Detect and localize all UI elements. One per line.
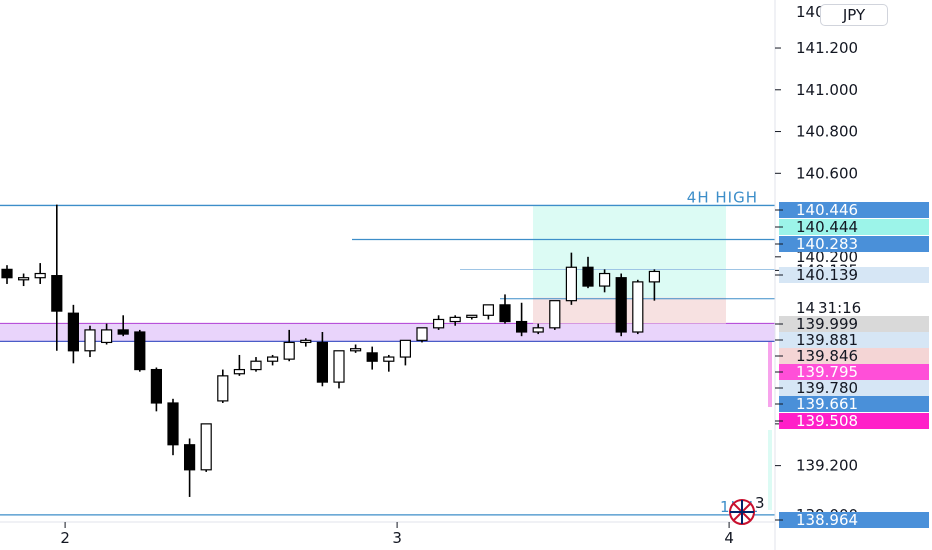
badge-count: 3 <box>755 494 765 512</box>
candle-body-9 <box>150 368 162 404</box>
price-tag-label-7: 139.795 <box>796 363 858 381</box>
horizontal-lines-layer: 4H HIGH1H L <box>0 188 775 516</box>
candle-body-1 <box>18 277 30 281</box>
candle-body-8 <box>134 331 146 371</box>
indicator-strip-lower <box>768 430 772 510</box>
price-tag-bg-1 <box>779 219 929 235</box>
candle-body-28 <box>466 314 478 318</box>
candle-body-37 <box>615 277 627 333</box>
uk-flag-icon <box>729 499 755 525</box>
price-tick-label-1: 141.000 <box>796 81 858 99</box>
price-tag-label-11: 138.964 <box>796 511 858 529</box>
price-tag-label-4: 139.999 <box>796 315 858 333</box>
candle-body-4 <box>67 312 80 352</box>
price-tag-bg-7 <box>779 364 929 380</box>
candle-body-32 <box>532 327 544 333</box>
candle-body-3 <box>51 275 63 312</box>
price-tag-label-10: 139.508 <box>796 412 858 430</box>
candle-body-26 <box>433 318 445 329</box>
price-tick-label-4: 140.200 <box>796 248 858 266</box>
candle-body-29 <box>482 304 494 316</box>
candle-body-22 <box>366 352 378 362</box>
candle-body-15 <box>250 360 262 371</box>
candle-body-11 <box>184 444 196 471</box>
price-tag-bg-0 <box>779 202 929 218</box>
candle-body-21 <box>350 348 362 352</box>
price-tick-label-14: 14 <box>796 299 815 317</box>
candle-body-5 <box>84 329 96 352</box>
candle-body-36 <box>598 272 611 287</box>
candle-body-27 <box>449 316 461 323</box>
time-axis[interactable]: 2 3 4 <box>0 521 775 547</box>
price-tag-label-9: 139.661 <box>796 395 858 413</box>
stop-zone <box>533 297 726 324</box>
supply-demand-zone <box>0 323 775 342</box>
time-tick-label-0: 2 <box>60 529 70 547</box>
price-tag-label-8: 139.780 <box>796 379 858 397</box>
candle-body-6 <box>100 329 113 344</box>
price-tag-label-6: 139.846 <box>796 347 858 365</box>
candle-body-12 <box>200 423 212 471</box>
candle-body-33 <box>549 300 561 329</box>
countdown-label: 31:16 <box>818 299 861 317</box>
candle-body-7 <box>117 329 129 335</box>
price-tag-label-3: 140.139 <box>796 266 858 284</box>
price-tag-bg-10 <box>779 413 929 429</box>
misc-layer: 3 <box>729 342 772 525</box>
price-tag-label-2: 140.283 <box>796 235 858 253</box>
candle-body-25 <box>416 327 428 341</box>
price-tag-bg-4 <box>779 316 929 332</box>
price-tag-bg-9 <box>779 396 929 412</box>
price-tag-bg-11 <box>779 512 929 528</box>
price-tag-label-0: 140.446 <box>796 201 858 219</box>
candle-body-16 <box>267 356 279 362</box>
candle-body-18 <box>300 339 312 344</box>
candle-body-39 <box>648 270 661 283</box>
price-tag-bg-5 <box>779 332 929 348</box>
candles-layer <box>1 204 661 497</box>
candle-body-34 <box>565 266 578 302</box>
price-tick-label-7: 139.200 <box>796 457 858 475</box>
price-tick-label-2: 140.800 <box>796 123 858 141</box>
candle-body-13 <box>217 375 229 402</box>
candle-body-14 <box>233 368 245 375</box>
candle-body-24 <box>399 339 411 358</box>
candle-body-38 <box>632 281 644 333</box>
currency-badge[interactable]: JPY <box>820 4 888 26</box>
price-tag-bg-2 <box>779 236 929 252</box>
price-tag-bg-6 <box>779 348 929 364</box>
candle-body-35 <box>582 266 594 287</box>
price-tick-label-top: 140 <box>796 3 825 21</box>
candle-body-23 <box>383 356 395 362</box>
price-tag-bg-8 <box>779 380 929 396</box>
indicator-strip <box>768 342 772 407</box>
candle-body-0 <box>1 268 13 279</box>
price-tag-label-1: 140.444 <box>796 218 858 236</box>
price-tag-bg-3 <box>779 267 929 283</box>
price-tick-label-3: 140.600 <box>796 164 858 182</box>
price-tags-layer: 140.446140.444140.283140.139139.999139.8… <box>775 201 929 529</box>
time-tick-label-1: 3 <box>392 529 402 547</box>
candle-body-20 <box>333 350 345 383</box>
candle-body-10 <box>167 402 179 446</box>
time-tick-label-2: 4 <box>724 529 734 547</box>
candle-body-31 <box>515 320 528 333</box>
price-tag-label-5: 139.881 <box>796 331 858 349</box>
candle-body-2 <box>34 272 46 279</box>
price-tick-label-0: 141.200 <box>796 39 858 57</box>
hline-label-0: 4H HIGH <box>687 188 758 206</box>
candle-body-19 <box>316 341 328 383</box>
candle-body-17 <box>283 341 295 360</box>
candle-body-30 <box>499 304 511 323</box>
zones-layer <box>0 205 775 342</box>
target-zone <box>533 205 726 298</box>
